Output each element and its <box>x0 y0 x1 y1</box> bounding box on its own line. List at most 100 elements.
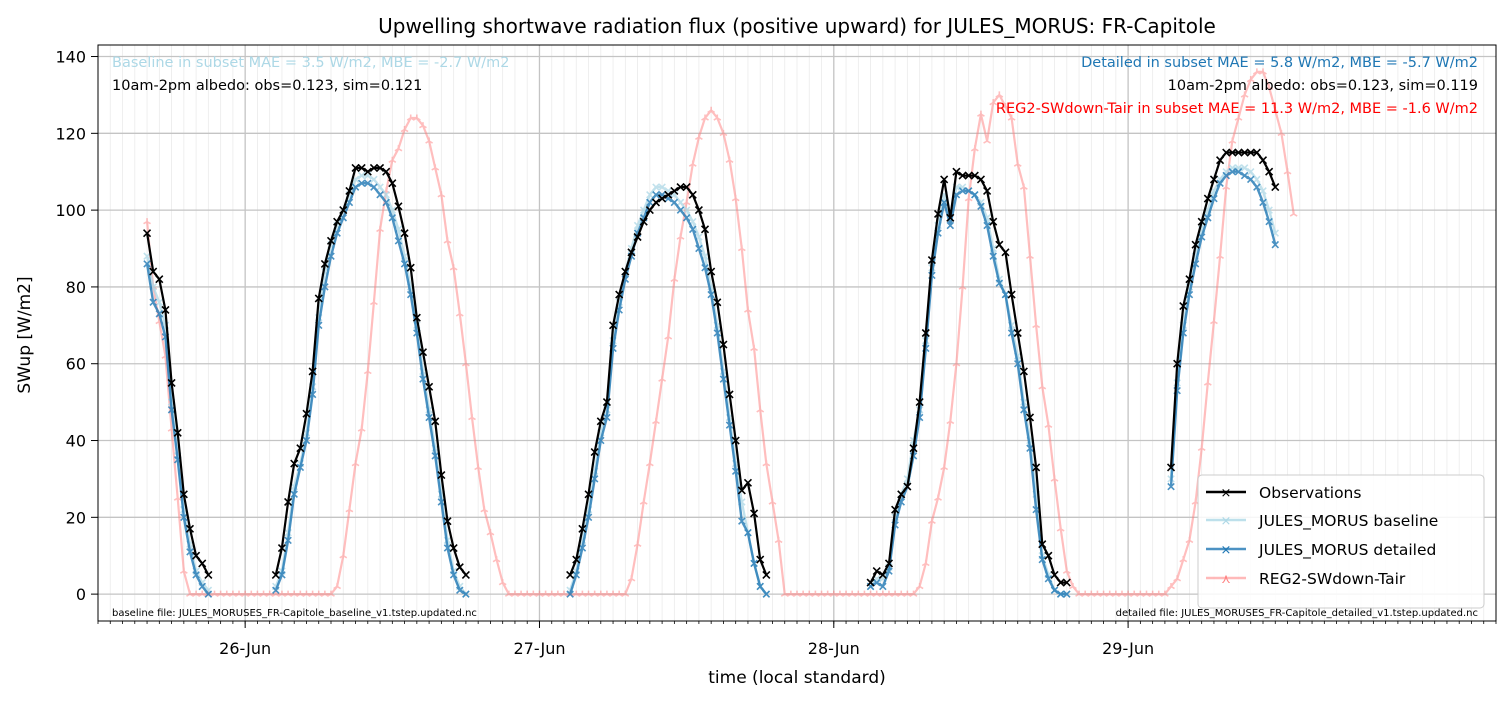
data-point-jules-morus-detailed <box>370 183 378 191</box>
data-point-reg2-swdown-tair <box>1160 590 1169 597</box>
data-point-observations <box>1007 290 1016 299</box>
data-point-jules-morus-detailed <box>701 263 709 272</box>
data-point-observations <box>651 198 661 207</box>
data-point-reg2-swdown-tair <box>1056 525 1065 532</box>
data-point-observations <box>946 213 955 222</box>
data-point-observations <box>688 190 697 199</box>
data-point-jules-morus-detailed <box>1026 444 1034 452</box>
data-point-jules-morus-detailed <box>725 421 734 429</box>
data-point-jules-morus-detailed <box>1234 167 1243 176</box>
data-point-observations <box>713 298 722 307</box>
data-point-jules-morus-detailed <box>321 283 329 291</box>
data-point-reg2-swdown-tair <box>412 114 421 121</box>
data-point-observations <box>743 478 753 487</box>
data-point-jules-morus-detailed <box>143 260 151 268</box>
data-point-reg2-swdown-tair <box>1185 536 1194 544</box>
data-point-jules-morus-detailed <box>977 202 985 211</box>
series-line-observations <box>274 166 467 576</box>
data-point-jules-morus-detailed <box>1265 217 1273 226</box>
data-point-jules-morus-baseline <box>143 252 151 260</box>
y-tick-label: 60 <box>66 355 86 374</box>
data-point-observations <box>639 217 648 226</box>
data-point-reg2-swdown-tair <box>977 110 985 117</box>
data-point-observations <box>290 459 299 468</box>
data-point-jules-morus-detailed <box>364 179 372 188</box>
data-point-observations <box>621 267 630 276</box>
data-point-observations <box>461 570 470 579</box>
data-point-jules-morus-baseline <box>1240 164 1249 172</box>
legend-frame <box>1197 474 1485 609</box>
data-point-observations <box>694 206 703 215</box>
data-point-reg2-swdown-tair <box>707 106 716 114</box>
data-point-reg2-swdown-tair <box>1289 210 1298 217</box>
data-point-reg2-swdown-tair <box>443 237 452 244</box>
data-point-observations <box>756 555 765 564</box>
data-point-reg2-swdown-tair <box>425 137 434 144</box>
data-point-jules-morus-detailed <box>192 571 200 579</box>
data-point-observations <box>333 217 342 226</box>
data-point-reg2-swdown-tair <box>989 99 998 106</box>
data-point-reg2-swdown-tair <box>1228 137 1237 144</box>
data-point-reg2-swdown-tair <box>1203 379 1212 386</box>
legend-marker-observations: × <box>1221 486 1232 501</box>
series-reg2-swdown-tair <box>143 68 1298 597</box>
data-point-reg2-swdown-tair <box>327 590 335 597</box>
y-axis-ticks: 0 20 40 60 80 100 120 140 <box>55 48 98 604</box>
data-point-reg2-swdown-tair <box>376 225 384 233</box>
data-point-jules-morus-detailed <box>578 544 587 552</box>
data-point-observations <box>400 229 409 238</box>
data-point-observations <box>1197 217 1206 226</box>
data-point-reg2-swdown-tair <box>970 145 979 152</box>
data-point-observations <box>431 417 440 426</box>
data-point-reg2-swdown-tair <box>1234 114 1243 121</box>
data-point-reg2-swdown-tair <box>1013 160 1022 167</box>
data-point-reg2-swdown-tair <box>370 298 378 306</box>
data-point-observations <box>1166 463 1176 472</box>
data-point-jules-morus-detailed <box>1246 175 1255 184</box>
data-point-observations <box>412 313 421 322</box>
data-point-jules-morus-detailed <box>180 513 188 522</box>
data-point-reg2-swdown-tair <box>1062 567 1071 574</box>
data-point-reg2-swdown-tair <box>676 233 685 240</box>
data-point-observations <box>596 417 605 426</box>
data-point-jules-morus-detailed <box>1063 590 1071 598</box>
data-point-jules-morus-detailed <box>1001 290 1010 299</box>
data-point-observations <box>339 206 348 215</box>
data-point-observations <box>1191 240 1200 249</box>
data-point-jules-morus-baseline <box>370 175 378 184</box>
data-point-reg2-swdown-tair <box>1044 421 1053 428</box>
data-point-observations <box>1209 175 1219 184</box>
data-point-observations <box>142 229 152 238</box>
data-point-observations <box>296 444 305 453</box>
data-point-jules-morus-baseline <box>382 190 390 199</box>
data-point-observations <box>897 490 906 499</box>
data-point-jules-morus-detailed <box>186 548 194 556</box>
data-point-observations <box>1019 367 1028 376</box>
data-point-jules-morus-detailed <box>719 375 728 383</box>
data-point-reg2-swdown-tair <box>658 375 667 382</box>
data-point-observations <box>326 236 336 245</box>
data-point-observations <box>891 505 900 514</box>
data-point-reg2-swdown-tair <box>688 160 697 167</box>
data-point-reg2-swdown-tair <box>768 498 777 505</box>
data-point-observations <box>320 259 329 268</box>
data-point-reg2-swdown-tair <box>621 590 630 597</box>
data-point-jules-morus-detailed <box>940 198 948 207</box>
data-point-observations <box>382 167 391 176</box>
data-point-jules-morus-detailed <box>155 310 164 318</box>
data-point-jules-morus-detailed <box>964 187 973 195</box>
data-point-reg2-swdown-tair <box>339 552 348 559</box>
data-point-observations <box>406 263 415 272</box>
data-point-reg2-swdown-tair <box>431 164 440 171</box>
y-axis-label: SWup [W/m2] <box>15 276 35 393</box>
data-point-jules-morus-detailed <box>278 571 286 579</box>
data-point-jules-morus-detailed <box>1222 171 1230 180</box>
data-point-observations <box>719 340 728 349</box>
data-point-jules-morus-baseline <box>658 183 666 191</box>
data-point-jules-morus-detailed <box>1167 482 1175 491</box>
data-point-jules-morus-detailed <box>1259 198 1267 207</box>
data-point-reg2-swdown-tair <box>1026 252 1034 259</box>
data-point-observations <box>584 490 593 499</box>
data-point-jules-morus-baseline <box>682 206 691 214</box>
data-point-reg2-swdown-tair <box>498 579 507 586</box>
